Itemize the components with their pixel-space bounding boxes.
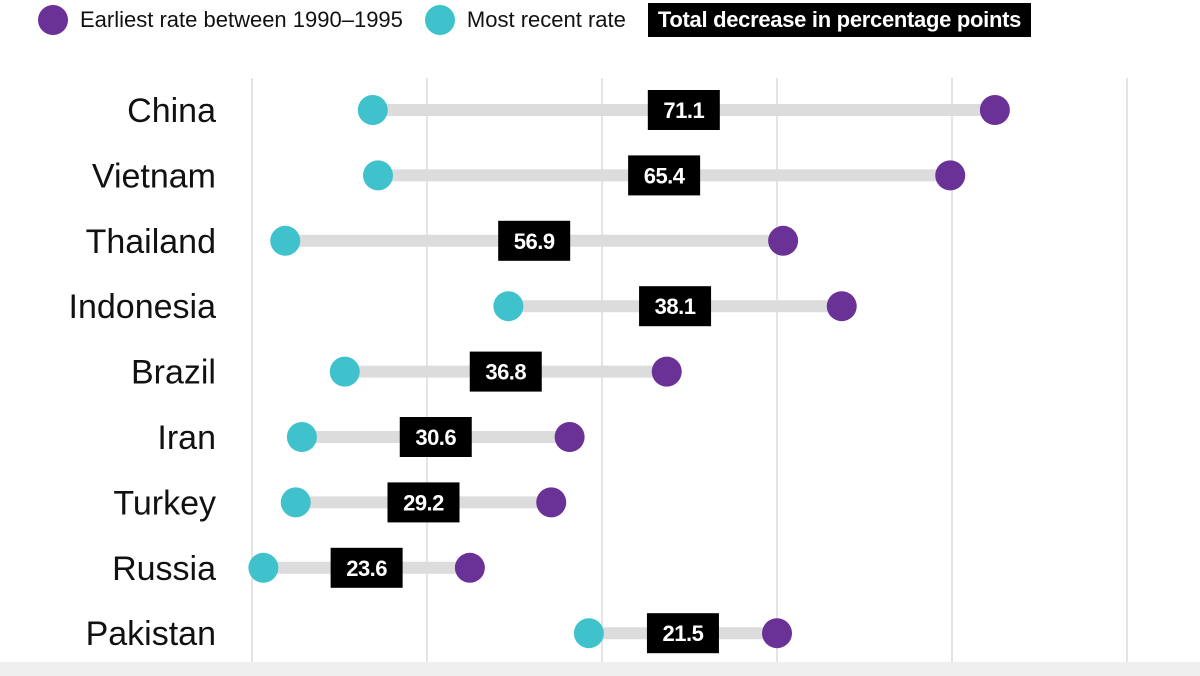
decrease-label-box [498, 220, 571, 261]
legend-earliest-dot [38, 5, 68, 35]
country-label: Thailand [86, 223, 216, 261]
earliest-rate-dot [979, 95, 1010, 125]
country-label: Pakistan [86, 615, 216, 653]
decrease-label-box [399, 417, 472, 457]
decrease-value-label: 36.8 [485, 360, 526, 385]
earliest-rate-dot [768, 225, 799, 256]
earliest-rate-dot [454, 552, 485, 583]
decrease-label-box [639, 286, 712, 327]
recent-rate-dot [329, 356, 360, 387]
decrease-value-label: 71.1 [663, 98, 704, 123]
earliest-rate-dot [536, 487, 567, 518]
earliest-rate-dot [826, 291, 857, 322]
country-label: Vietnam [92, 157, 216, 195]
decrease-label-box [469, 351, 542, 392]
recent-rate-dot [363, 160, 393, 191]
legend: Earliest rate between 1990–1995 Most rec… [38, 2, 1032, 38]
country-label: Russia [112, 550, 216, 588]
recent-rate-dot [248, 552, 279, 583]
earliest-rate-dot [554, 422, 585, 452]
decrease-value-label: 23.6 [346, 556, 387, 581]
legend-recent-dot [424, 5, 455, 35]
bottom-strip [0, 662, 1200, 676]
earliest-rate-dot [651, 356, 682, 387]
decrease-value-label: 30.6 [415, 425, 456, 450]
decrease-value-label: 29.2 [403, 490, 444, 515]
country-label: Brazil [131, 354, 216, 392]
earliest-rate-dot [762, 618, 792, 649]
country-label: Iran [157, 419, 216, 457]
country-label: Turkey [113, 484, 216, 522]
decrease-value-label: 65.4 [644, 163, 686, 188]
legend-decrease-label: Total decrease in percentage points [647, 3, 1032, 37]
decrease-value-label: 38.1 [655, 294, 696, 319]
legend-recent-label: Most recent rate [466, 7, 626, 32]
country-label: Indonesia [69, 288, 217, 326]
recent-rate-dot [573, 618, 604, 649]
decrease-label-box [330, 547, 403, 588]
recent-rate-dot [280, 487, 311, 518]
decrease-label-box [647, 90, 720, 130]
recent-rate-dot [493, 291, 524, 322]
recent-rate-dot [286, 422, 317, 452]
recent-rate-dot [270, 225, 301, 256]
legend-earliest-label: Earliest rate between 1990–1995 [80, 7, 403, 32]
decrease-value-label: 56.9 [514, 229, 555, 254]
recent-rate-dot [357, 95, 388, 125]
decrease-label-box [387, 482, 460, 523]
decrease-value-label: 21.5 [663, 621, 704, 646]
earliest-rate-dot [935, 160, 966, 191]
country-label: China [127, 92, 216, 130]
decrease-label-box [646, 613, 719, 654]
decrease-label-box [628, 155, 701, 196]
